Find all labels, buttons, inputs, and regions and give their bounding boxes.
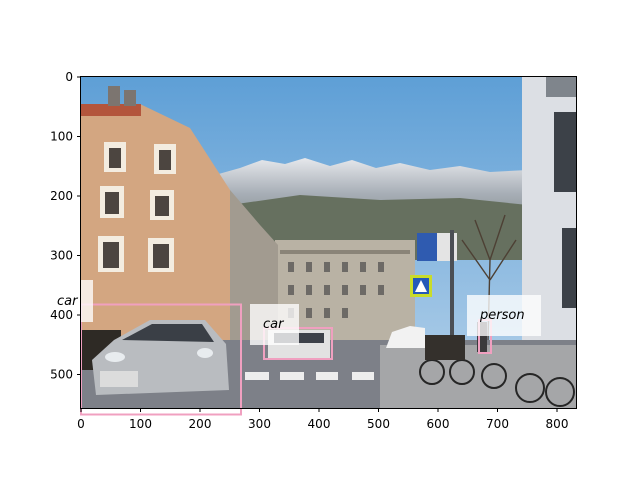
x-tick-label: 600 xyxy=(427,417,450,431)
detection-label-car-1: car xyxy=(44,280,93,322)
x-tick-label: 200 xyxy=(189,417,212,431)
detection-label-text: car xyxy=(263,317,285,332)
detection-label-car-2: car xyxy=(250,304,299,345)
x-tick-label: 0 xyxy=(77,417,85,431)
y-tick-label: 500 xyxy=(50,368,73,382)
street-photo xyxy=(81,77,576,408)
x-tick-label: 300 xyxy=(248,417,271,431)
y-tick-label: 400 xyxy=(50,308,73,322)
x-tick-label: 500 xyxy=(367,417,390,431)
x-axis xyxy=(80,408,558,412)
y-axis xyxy=(77,76,81,375)
x-tick-label: 700 xyxy=(486,417,509,431)
x-tick-label: 100 xyxy=(129,417,152,431)
y-tick-label: 0 xyxy=(65,70,73,84)
axes-frame xyxy=(80,76,577,409)
detection-label-text: car xyxy=(57,294,79,309)
y-tick-label: 100 xyxy=(50,130,73,144)
detection-label-person: person xyxy=(467,295,541,336)
x-tick-label: 400 xyxy=(308,417,331,431)
detection-label-text: person xyxy=(479,308,525,323)
y-tick-label: 200 xyxy=(50,189,73,203)
x-tick-label: 800 xyxy=(546,417,569,431)
y-tick-label: 300 xyxy=(50,249,73,263)
